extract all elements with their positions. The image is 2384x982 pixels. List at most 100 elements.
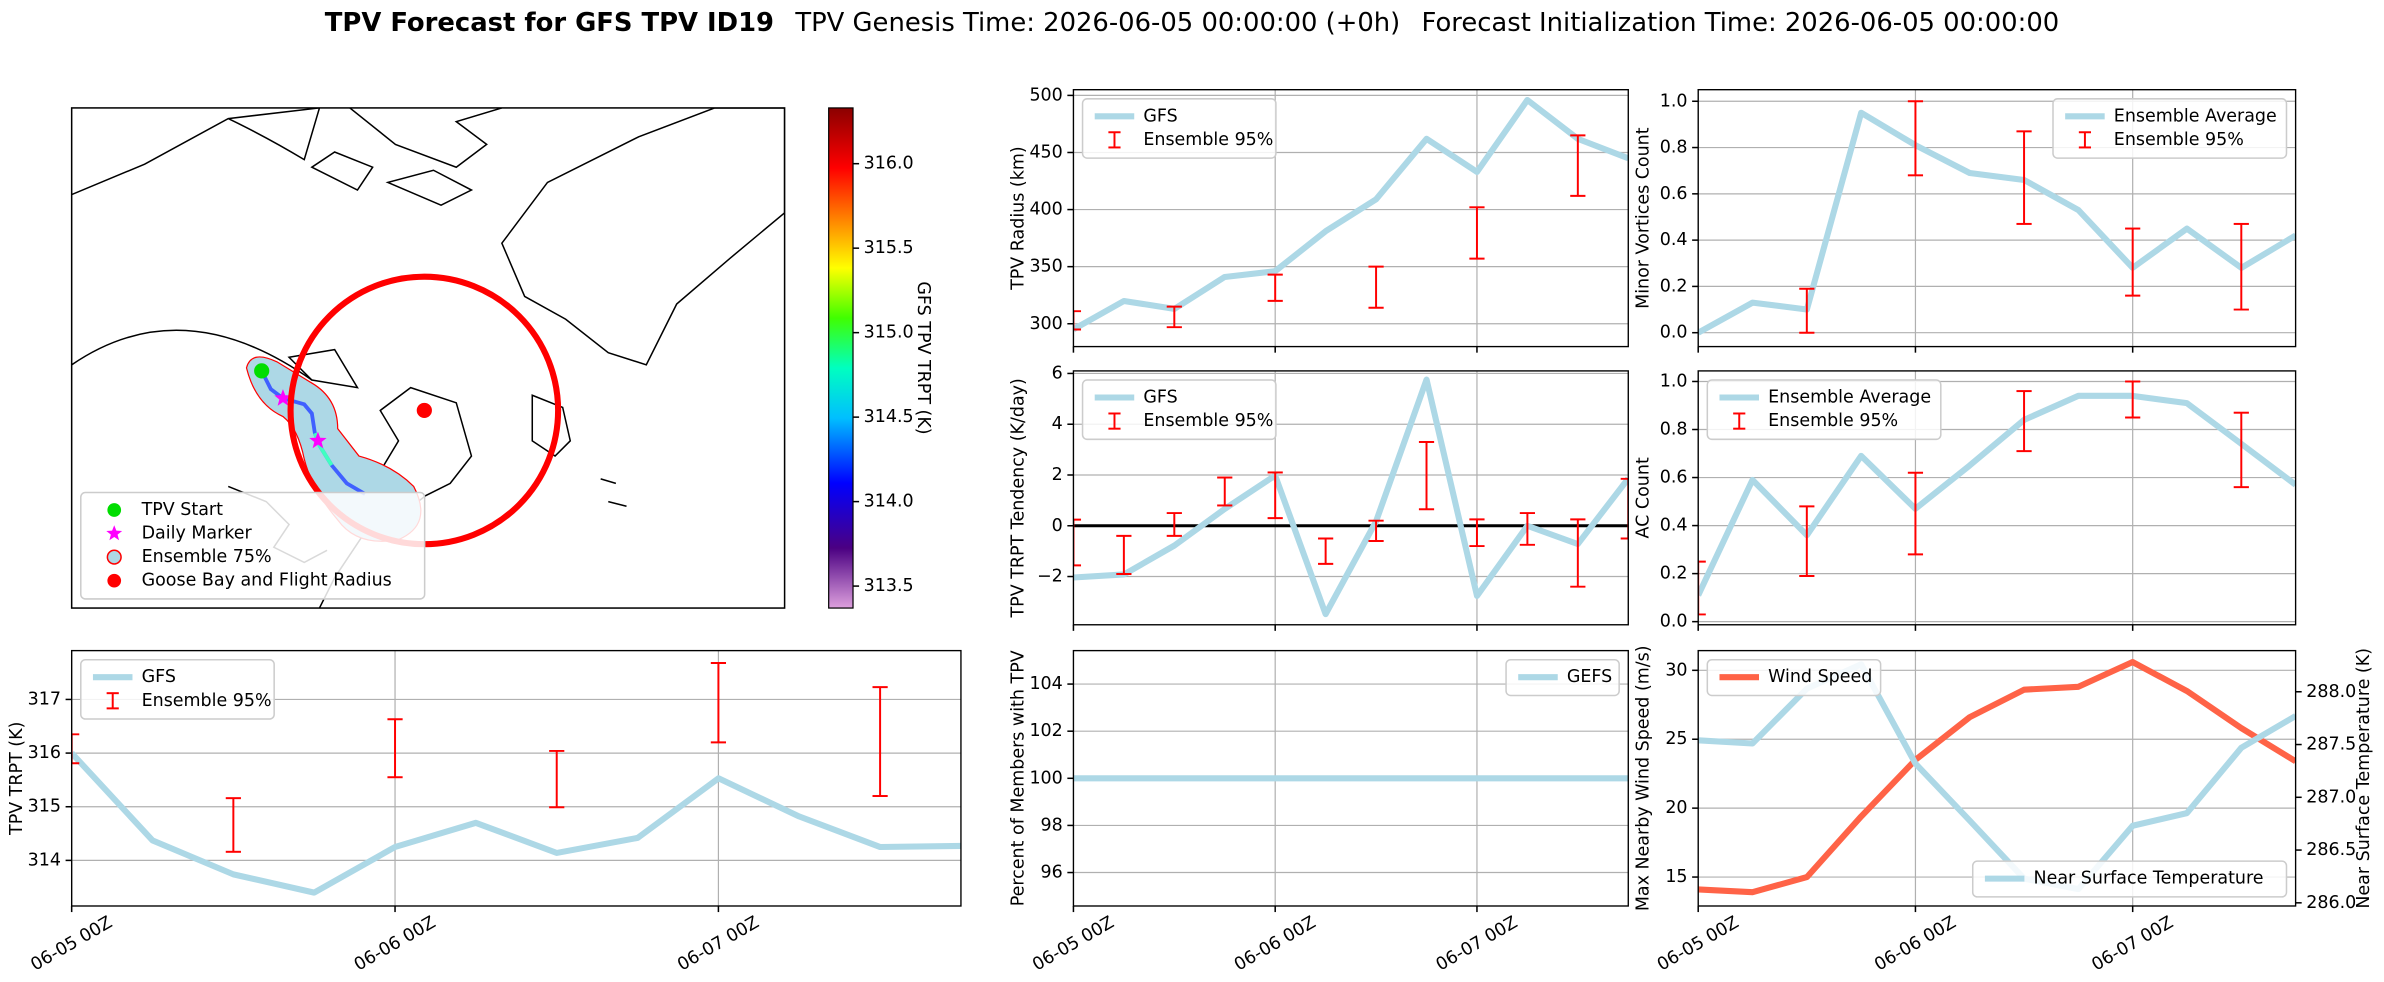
coastline (500, 107, 785, 366)
daily-marker (274, 389, 292, 406)
y-tick-label: 0.8 (1660, 138, 1688, 158)
coastline (531, 394, 627, 507)
y-tick-label: 0.2 (1660, 276, 1688, 296)
axes-frame (1697, 370, 2297, 626)
y-tick-label: 0.4 (1660, 516, 1688, 536)
series-line (1698, 109, 2296, 336)
y2-tick-label: 287.5 (2306, 735, 2356, 755)
x-tick-label: 06-07 00Z (674, 913, 762, 976)
y-tick-label: 500 (1029, 85, 1062, 105)
y-tick-label: 0.2 (1660, 564, 1688, 584)
colorbar-tick-label: 315.0 (864, 323, 914, 343)
colorbar-tick-label: 315.5 (864, 238, 914, 258)
y2-tick-label: 288.0 (2306, 682, 2356, 702)
x-tick-label: 06-06 00Z (351, 913, 439, 976)
legend-label: Near Surface Temperature (2034, 869, 2264, 889)
y-tick-label: 104 (1029, 674, 1062, 694)
y-tick-label: 2 (1052, 465, 1063, 485)
colorbar-tick-label: 313.5 (864, 576, 914, 596)
tpv-start (254, 363, 270, 379)
x-tick-label: 06-06 00Z (1871, 913, 1959, 976)
map-frame (70, 107, 786, 609)
y2-tick-label: 286.5 (2306, 840, 2356, 860)
coastline (310, 107, 503, 207)
plot-area (1073, 89, 1629, 347)
series-line (1073, 96, 1629, 333)
y-tick-label: 102 (1029, 721, 1062, 741)
series-line (1698, 658, 2296, 896)
y-tick-label: 20 (1665, 798, 1687, 818)
x-tick-label: 06-05 00Z (1654, 913, 1742, 976)
y-tick-label: 100 (1029, 768, 1062, 788)
colorbar-tick-label: 316.0 (864, 154, 914, 174)
legend-label: GFS (1143, 106, 1177, 126)
y-tick-label: 98 (1041, 815, 1063, 835)
legend-box (1706, 658, 1882, 697)
y2-tick-label: 287.0 (2306, 787, 2356, 807)
track (259, 370, 367, 496)
legend-label: GFS (1143, 388, 1177, 408)
colorbar-tick-label: 314.5 (864, 407, 914, 427)
axes-frame (1697, 89, 2297, 348)
y-tick-label: 350 (1029, 257, 1062, 277)
y-tick-label: 315 (28, 797, 61, 817)
title-init: Forecast Initialization Time: 2026-06-05… (1422, 7, 2060, 37)
y-tick-label: 316 (28, 743, 61, 763)
axes-frame (1697, 649, 2297, 907)
y-tick-label: 4 (1052, 414, 1063, 434)
y-tick-label: 314 (28, 850, 61, 870)
coastline (71, 107, 320, 381)
legend-label: Ensemble 95% (1143, 411, 1273, 431)
y-tick-label: 6 (1052, 363, 1063, 383)
y2-axis-label: Near Surface Temperature (K) (2354, 648, 2374, 909)
x-tick-label: 06-05 00Z (27, 913, 115, 976)
y-axis-label: TPV TRPT Tendency (K/day) (1009, 378, 1029, 618)
y-tick-label: 0 (1052, 516, 1063, 536)
legend-label: Ensemble 95% (1143, 130, 1273, 150)
series-line (1698, 661, 2296, 893)
series-line (1073, 376, 1629, 618)
x-tick-label: 06-05 00Z (1029, 913, 1117, 976)
axes-frame (1072, 89, 1629, 348)
y-tick-label: 30 (1665, 660, 1687, 680)
legend-box (1505, 658, 1620, 697)
y-tick-label: 400 (1029, 200, 1062, 220)
y-axis-label: Minor Vortices Count (1633, 127, 1653, 309)
y-tick-label: 0.6 (1660, 184, 1688, 204)
legend-label: Ensemble Average (2114, 106, 2277, 126)
y-tick-label: 25 (1665, 729, 1687, 749)
y-axis-label: Percent of Members with TPV (1009, 650, 1029, 906)
goose-bay (416, 402, 432, 419)
y-tick-label: 0.4 (1660, 230, 1688, 250)
y2-tick-label: 286.0 (2306, 893, 2356, 913)
y-tick-label: 0.6 (1660, 468, 1688, 488)
legend-marker (106, 549, 122, 565)
colorbar-label: GFS TPV TRPT (K) (913, 281, 933, 434)
axes-frame (1072, 649, 1629, 907)
coastline (227, 107, 321, 161)
colorbar (828, 107, 854, 609)
colorbar-tick-label: 314.0 (864, 492, 914, 512)
y-axis-label: AC Count (1633, 457, 1653, 538)
plot-area (1698, 370, 2296, 625)
legend-label: Daily Marker (142, 524, 253, 544)
y-tick-label: 450 (1029, 142, 1062, 162)
legend-box (1706, 379, 1942, 441)
plot-area (1073, 650, 1629, 906)
legend-marker (107, 503, 122, 517)
plot-area (1698, 89, 2296, 347)
legend-box (80, 491, 426, 600)
y-tick-label: −2 (1037, 567, 1063, 587)
legend-label: Ensemble 95% (142, 691, 272, 711)
legend-label: GEFS (1567, 667, 1612, 687)
y-axis-label: TPV Radius (km) (1009, 146, 1029, 291)
series-line (1698, 392, 2296, 597)
series-line (71, 751, 961, 896)
legend-marker (106, 525, 123, 541)
legend-label: Ensemble 95% (2114, 130, 2244, 150)
daily-marker (309, 431, 327, 449)
legend-box (2052, 98, 2288, 159)
y-tick-label: 15 (1665, 867, 1687, 887)
y-tick-label: 1.0 (1660, 91, 1688, 111)
